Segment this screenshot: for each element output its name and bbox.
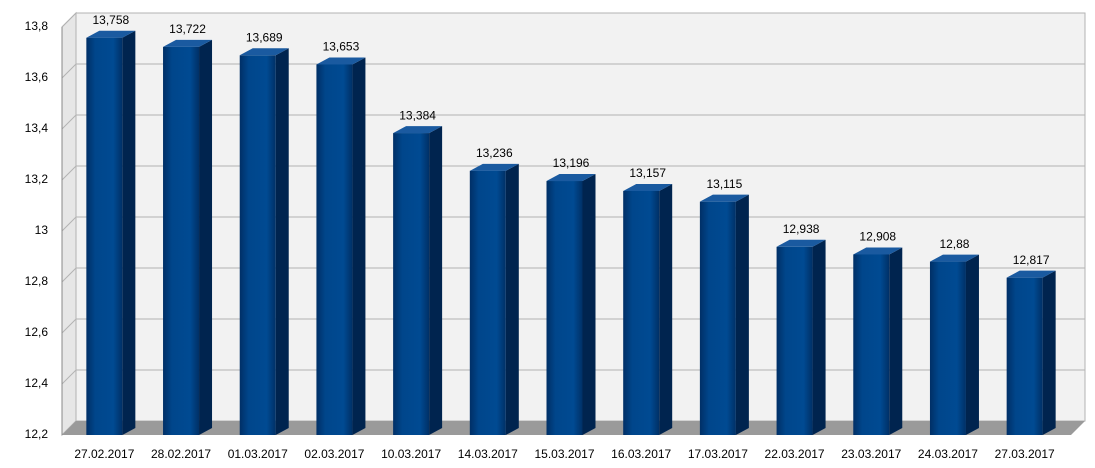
x-tick-label: 27.02.2017	[74, 447, 134, 461]
bar-side	[659, 183, 673, 435]
bar-side	[199, 39, 213, 435]
x-tick-label: 17.03.2017	[688, 447, 748, 461]
bar-top	[853, 247, 903, 255]
x-tick-label: 22.03.2017	[765, 447, 825, 461]
value-label: 13,758	[92, 13, 129, 27]
value-label: 12,938	[783, 222, 820, 236]
x-tick-label: 02.03.2017	[304, 447, 364, 461]
grid-line	[61, 114, 1085, 130]
bar-side	[275, 48, 289, 436]
bar-top	[623, 183, 673, 191]
value-label: 13,236	[476, 146, 513, 160]
y-tick-label: 13,6	[25, 70, 49, 84]
grid-line	[61, 12, 1085, 28]
bar	[239, 55, 276, 436]
bar-top	[1006, 270, 1056, 278]
value-label: 13,653	[323, 40, 360, 54]
bar	[546, 181, 583, 435]
bar-side	[889, 247, 903, 435]
value-label: 12,908	[859, 230, 896, 244]
y-tick-label: 13	[35, 223, 49, 237]
bar	[86, 37, 123, 436]
x-tick-label: 28.02.2017	[151, 447, 211, 461]
value-label: 13,722	[169, 22, 206, 36]
bar-side	[122, 30, 136, 436]
x-tick-label: 14.03.2017	[458, 447, 518, 461]
bar-side	[1042, 270, 1056, 435]
bar-side	[429, 126, 443, 435]
bar-top	[163, 39, 213, 47]
bar	[776, 246, 813, 435]
bar-top	[316, 57, 366, 65]
value-label: 13,689	[246, 30, 283, 44]
y-tick-label: 13,2	[25, 172, 49, 186]
bar-side	[812, 239, 826, 435]
value-label: 13,196	[553, 156, 590, 170]
x-tick-label: 16.03.2017	[611, 447, 671, 461]
y-tick-label: 13,4	[25, 121, 49, 135]
bar-side	[352, 57, 366, 436]
bar-side	[582, 174, 596, 435]
grid-line	[61, 165, 1085, 181]
value-label: 12,88	[939, 237, 969, 251]
y-tick-label: 12,4	[25, 376, 49, 390]
bar-side	[965, 254, 979, 435]
x-tick-label: 23.03.2017	[841, 447, 901, 461]
value-label: 12,817	[1013, 253, 1050, 267]
x-tick-label: 10.03.2017	[381, 447, 441, 461]
bar	[853, 254, 890, 435]
value-label: 13,157	[629, 166, 666, 180]
bar-side	[505, 163, 519, 435]
bar	[163, 46, 200, 435]
bar-top	[546, 174, 596, 182]
bar-top	[469, 163, 519, 171]
bar	[393, 133, 430, 435]
bar	[1006, 277, 1043, 435]
x-tick-label: 27.03.2017	[995, 447, 1055, 461]
bar-top	[393, 126, 443, 134]
bar	[699, 201, 736, 435]
x-tick-label: 01.03.2017	[228, 447, 288, 461]
value-label: 13,384	[399, 108, 436, 122]
x-tick-label: 15.03.2017	[534, 447, 594, 461]
value-label: 13,115	[706, 177, 742, 191]
bar-top	[239, 48, 289, 56]
y-tick-label: 12,8	[25, 274, 49, 288]
y-tick-label: 12,6	[25, 325, 49, 339]
bar	[469, 170, 506, 435]
bar	[316, 64, 353, 436]
x-tick-label: 24.03.2017	[918, 447, 978, 461]
y-tick-label: 13,8	[25, 19, 49, 33]
bar	[623, 190, 660, 435]
bar-top	[86, 30, 136, 38]
bar	[929, 261, 966, 435]
bar-top	[776, 239, 826, 247]
grid-line	[61, 63, 1085, 79]
y-tick-label: 12,2	[25, 427, 49, 441]
bar-side	[735, 194, 749, 435]
bar-top	[929, 254, 979, 262]
bar-top	[699, 194, 749, 202]
